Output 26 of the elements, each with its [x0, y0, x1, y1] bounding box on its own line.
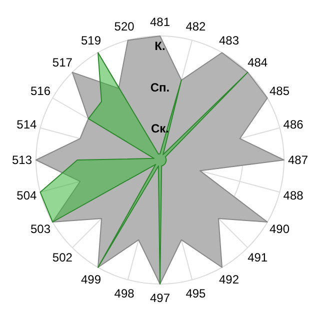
spoke-label: 502 — [52, 250, 73, 265]
spoke-label: 516 — [30, 84, 51, 98]
spoke-label: 517 — [52, 55, 73, 70]
y-tick-label: К. — [154, 39, 166, 53]
spoke-label: 482 — [186, 20, 206, 34]
spoke-label: 504 — [16, 188, 38, 203]
spoke-label: 513 — [12, 153, 32, 167]
spoke-label: 486 — [283, 117, 304, 132]
spoke-label: 519 — [80, 33, 102, 48]
spoke-label: 514 — [16, 117, 38, 132]
spoke-label: 492 — [218, 272, 240, 287]
spoke-label: 499 — [80, 272, 102, 287]
spoke-label: 490 — [269, 222, 290, 236]
spoke-label: 485 — [269, 84, 290, 98]
spoke-label: 481 — [150, 15, 170, 29]
spoke-label: 483 — [218, 33, 240, 48]
spoke-label: 520 — [114, 20, 135, 34]
spoke-label: 498 — [114, 286, 135, 300]
y-tick-label: Сп. — [150, 80, 170, 94]
spoke-label: 491 — [248, 250, 268, 265]
spoke-label: 503 — [30, 222, 51, 236]
spoke-label: 488 — [283, 188, 304, 203]
spoke-label: 487 — [288, 153, 308, 167]
spoke-label: 497 — [150, 291, 170, 305]
spoke-label: 484 — [248, 55, 268, 70]
spoke-label: 495 — [186, 286, 206, 300]
